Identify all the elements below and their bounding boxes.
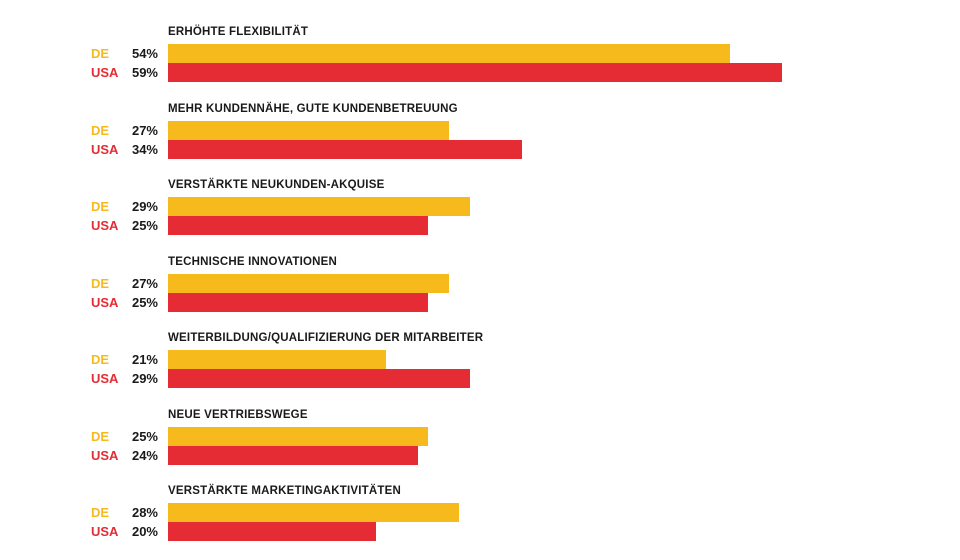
bar-row-usa: USA 34% — [0, 139, 960, 159]
value-label: 25% — [131, 294, 158, 310]
category-group: WEITERBILDUNG/QUALIFIZIERUNG DER MITARBE… — [0, 331, 960, 407]
bar-row-usa: USA 24% — [0, 445, 960, 465]
value-label: 21% — [131, 352, 158, 367]
value-label: 24% — [131, 447, 158, 463]
bar-row-de: DE 27% — [0, 120, 960, 140]
bar-usa — [168, 292, 428, 312]
category-group: NEUE VERTRIEBSWEGE DE 25% USA 24% — [0, 408, 960, 484]
bar-usa — [168, 216, 428, 235]
value-label: 27% — [131, 122, 158, 138]
value-label: 20% — [131, 524, 158, 539]
category-title: TECHNISCHE INNOVATIONEN — [168, 255, 338, 268]
bar-usa — [168, 139, 522, 159]
bar-row-usa: USA 29% — [0, 369, 960, 388]
bar-de — [168, 426, 428, 446]
category-group: MEHR KUNDENNÄHE, GUTE KUNDENBETREUUNG DE 2… — [0, 102, 960, 178]
category-group: VERSTÄRKTE MARKETINGAKTIVITÄTEN DE 28% USA 2… — [0, 484, 960, 560]
bar-row-usa: USA 20% — [0, 522, 960, 541]
bar-usa — [168, 522, 376, 541]
bar-de — [168, 350, 387, 369]
bar-row-de: DE 54% — [0, 44, 960, 63]
series-label-de: DE — [91, 352, 110, 367]
series-label-usa: USA — [91, 371, 119, 386]
bar-row-de: DE 25% — [0, 426, 960, 446]
category-group: VERSTÄRKTE NEUKUNDEN-AKQUISE DE 29% USA 25% — [0, 178, 960, 254]
bar-row-de: DE 28% — [0, 503, 960, 522]
category-title: WEITERBILDUNG/QUALIFIZIERUNG DER MITARBE… — [168, 332, 484, 344]
bar-row-usa: USA 25% — [0, 292, 960, 312]
bar-row-usa: USA 59% — [0, 63, 960, 82]
bar-row-de: DE 29% — [0, 197, 960, 216]
series-label-de: DE — [91, 428, 110, 444]
category-group: TECHNISCHE INNOVATIONEN DE 27% USA 25% — [0, 255, 960, 331]
bar-row-de: DE 21% — [0, 350, 960, 369]
bar-usa — [168, 369, 470, 388]
category-title: MEHR KUNDENNÄHE, GUTE KUNDENBETREUUNG — [168, 102, 458, 115]
category-title: VERSTÄRKTE MARKETINGAKTIVITÄTEN — [168, 485, 402, 497]
value-label: 25% — [131, 218, 158, 233]
value-label: 34% — [131, 141, 158, 157]
bar-usa — [168, 63, 782, 82]
bar-row-usa: USA 25% — [0, 216, 960, 235]
category-title: VERSTÄRKTE NEUKUNDEN-AKQUISE — [168, 179, 385, 191]
value-label: 28% — [131, 505, 158, 520]
series-label-de: DE — [91, 199, 110, 214]
category-title: ERHÖHTE FLEXIBILITÄT — [168, 26, 309, 38]
bar-de — [168, 197, 470, 216]
value-label: 27% — [131, 275, 158, 291]
value-label: 29% — [131, 371, 158, 386]
value-label: 29% — [131, 199, 158, 214]
series-label-usa: USA — [91, 447, 119, 463]
bar-row-de: DE 27% — [0, 273, 960, 293]
value-label: 25% — [131, 428, 158, 444]
series-label-usa: USA — [91, 141, 119, 157]
value-label: 54% — [131, 46, 158, 61]
value-label: 59% — [131, 65, 158, 80]
category-group: ERHÖHTE FLEXIBILITÄT DE 54% USA 59% — [0, 25, 960, 101]
series-label-de: DE — [91, 46, 110, 61]
series-label-usa: USA — [91, 65, 119, 80]
bar-usa — [168, 445, 418, 465]
category-title: NEUE VERTRIEBSWEGE — [168, 408, 308, 421]
bar-chart: ERHÖHTE FLEXIBILITÄT DE 54% USA 59% MEHR KUND… — [0, 25, 960, 541]
series-label-usa: USA — [91, 524, 119, 539]
series-label-de: DE — [91, 505, 110, 520]
series-label-de: DE — [91, 122, 110, 138]
bar-de — [168, 503, 460, 522]
series-label-usa: USA — [91, 218, 119, 233]
series-label-de: DE — [91, 275, 110, 291]
bar-de — [168, 273, 449, 293]
bar-de — [168, 120, 449, 140]
bar-de — [168, 44, 730, 63]
series-label-usa: USA — [91, 294, 119, 310]
